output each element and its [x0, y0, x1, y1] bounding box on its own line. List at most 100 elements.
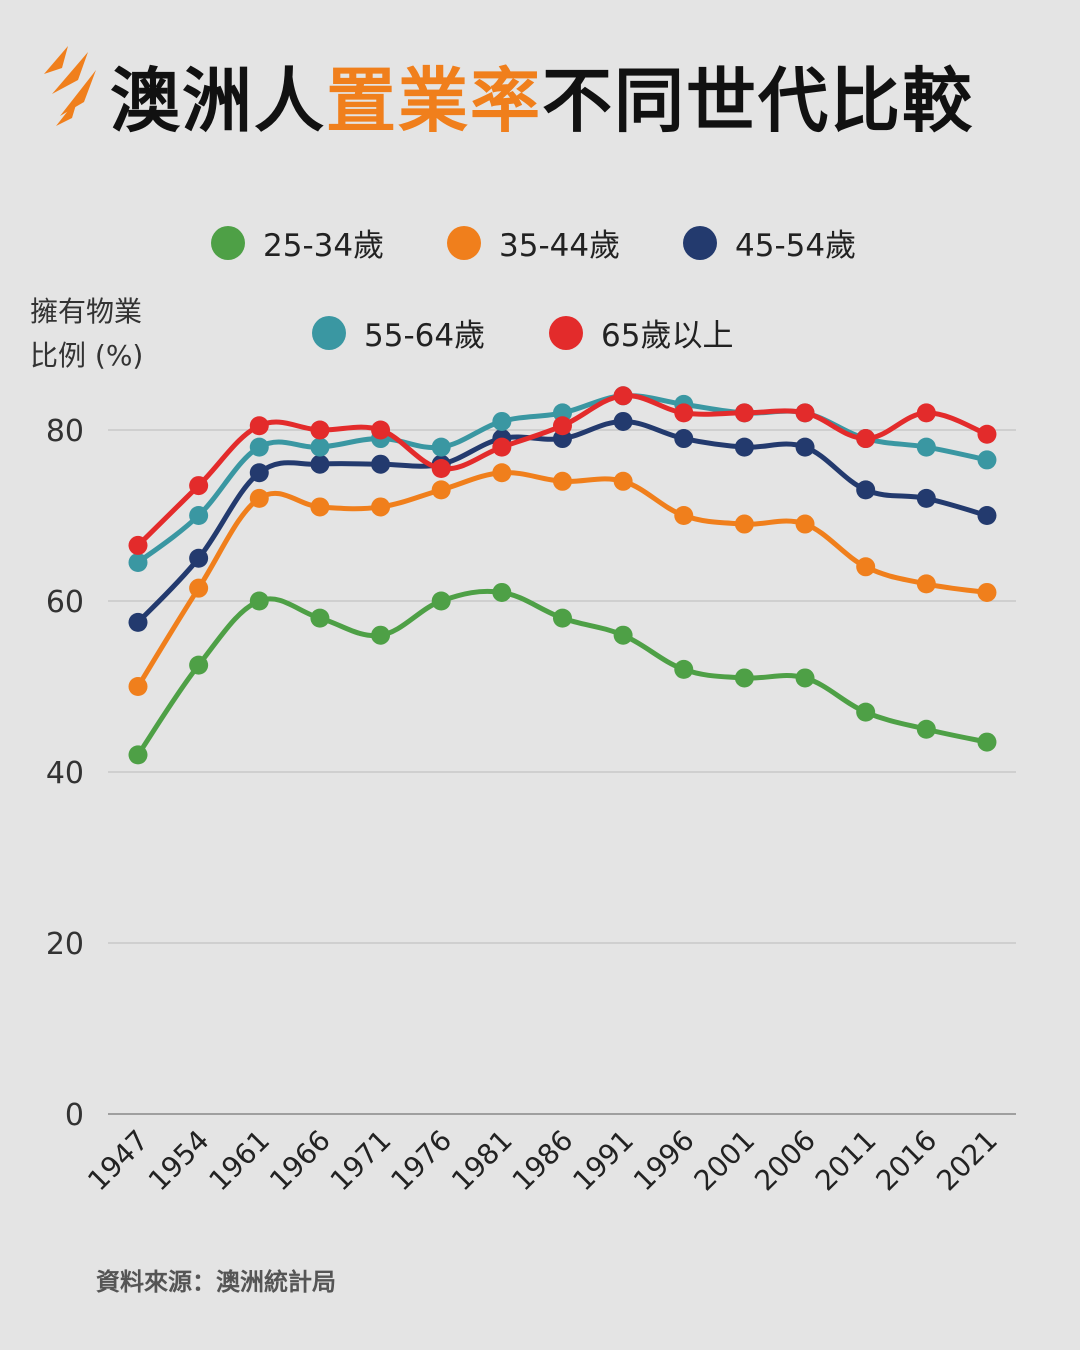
series-3-point — [310, 437, 330, 457]
title-part1: 澳洲人 — [110, 60, 326, 142]
series-1-point — [795, 514, 815, 534]
sbs-logo-icon — [44, 46, 96, 126]
series-3-point — [249, 437, 269, 457]
series-1-point — [431, 480, 451, 500]
y-tick-label: 20 — [46, 927, 84, 962]
legend-label: 25-34歲 — [263, 228, 385, 264]
series-2-point — [371, 454, 391, 474]
y-tick-label: 80 — [46, 414, 84, 449]
x-tick-label: 2001 — [688, 1124, 762, 1198]
x-tick-label: 1981 — [445, 1124, 519, 1198]
series-4-point — [492, 437, 512, 457]
series-4-point — [977, 424, 997, 444]
series-4-point — [552, 416, 572, 436]
legend-swatch — [447, 225, 481, 260]
legend-label: 45-54歲 — [735, 228, 857, 264]
x-tick-label: 1976 — [384, 1124, 458, 1198]
series-4-point — [310, 420, 330, 440]
series-2-point — [613, 411, 633, 431]
y-tick-label: 40 — [46, 756, 84, 791]
legend-label: 65歲以上 — [601, 318, 734, 354]
series-0-point — [249, 591, 269, 611]
series-1-point — [371, 497, 391, 517]
series-1-point — [674, 506, 694, 525]
x-tick-label: 1961 — [203, 1124, 277, 1198]
series-0-point — [795, 668, 815, 688]
y-axis-label-line1: 擁有物業 — [30, 295, 143, 328]
legend-label: 35-44歲 — [499, 228, 621, 264]
series-3-point — [492, 411, 512, 431]
x-tick-label: 1986 — [506, 1124, 580, 1198]
series-1-point — [128, 677, 148, 696]
series-4-point — [431, 458, 451, 478]
series-1-point — [916, 574, 936, 594]
series-0-point — [552, 608, 572, 628]
x-tick-label: 2011 — [809, 1124, 883, 1198]
series-0-point — [613, 625, 633, 645]
series-3-point — [431, 437, 451, 457]
series-3-point — [916, 437, 936, 457]
y-tick-label: 0 — [65, 1098, 84, 1133]
legend-item: 25-34歲 — [211, 220, 384, 265]
legend-item: 55-64歲 — [312, 310, 485, 355]
series-4-point — [734, 403, 754, 423]
series-3-point — [128, 553, 148, 573]
x-tick-label: 2006 — [748, 1124, 822, 1198]
series-4-point — [371, 420, 391, 440]
legend-swatch — [211, 225, 245, 260]
series-2-point — [249, 463, 269, 483]
x-tick-label: 2021 — [930, 1124, 1004, 1198]
x-tick-label: 1954 — [142, 1124, 216, 1198]
series-2-point — [916, 488, 936, 508]
series-0-point — [128, 745, 148, 765]
legend-label: 55-64歲 — [364, 318, 486, 354]
series-4-point — [189, 476, 209, 496]
series-0-point — [674, 659, 694, 679]
series-4-point — [795, 403, 815, 423]
series-0-point — [734, 668, 754, 688]
x-tick-label: 2016 — [870, 1124, 944, 1198]
series-0-point — [431, 591, 451, 611]
series-2-point — [856, 480, 876, 500]
series-1-point — [492, 463, 512, 483]
legend-swatch — [683, 225, 717, 260]
series-4-point — [249, 416, 269, 436]
series-2-point — [128, 612, 148, 632]
series-2-point — [674, 429, 694, 449]
title-highlight: 置業率 — [326, 60, 542, 142]
series-2-point — [310, 454, 330, 474]
legend-swatch — [549, 315, 583, 350]
series-1-point — [310, 497, 330, 517]
series-4-point — [613, 386, 633, 406]
series-1-point — [856, 557, 876, 577]
series-4-point — [856, 429, 876, 449]
x-tick-label: 1966 — [263, 1124, 337, 1198]
legend-swatch — [312, 315, 346, 350]
x-tick-label: 1971 — [324, 1124, 398, 1198]
title-part2: 不同世代比較 — [542, 60, 974, 142]
source-note: 資料來源：澳洲統計局 — [96, 1268, 336, 1296]
series-0-point — [916, 719, 936, 739]
series-4-point — [128, 535, 148, 555]
legend-item: 45-54歲 — [683, 220, 856, 265]
series-0-point — [492, 582, 512, 602]
series-1-point — [977, 582, 997, 602]
series-4-point — [674, 403, 694, 423]
series-2-point — [734, 437, 754, 457]
series-3-point — [977, 450, 997, 470]
y-axis-label-line2: 比例 (%) — [30, 339, 144, 372]
x-tick-label: 1996 — [627, 1124, 701, 1198]
series-4-point — [916, 403, 936, 423]
series-0-point — [977, 732, 997, 752]
series-0-point — [371, 625, 391, 645]
series-3-point — [189, 506, 209, 525]
legend-item: 35-44歲 — [447, 220, 620, 265]
y-tick-label: 60 — [46, 585, 84, 620]
page-title: 澳洲人置業率不同世代比較 — [110, 58, 974, 144]
series-1-point — [734, 514, 754, 534]
series-0-point — [856, 702, 876, 722]
series-2-point — [977, 506, 997, 525]
y-axis-label: 擁有物業 比例 (%) — [30, 290, 143, 378]
series-2-point — [189, 548, 209, 568]
